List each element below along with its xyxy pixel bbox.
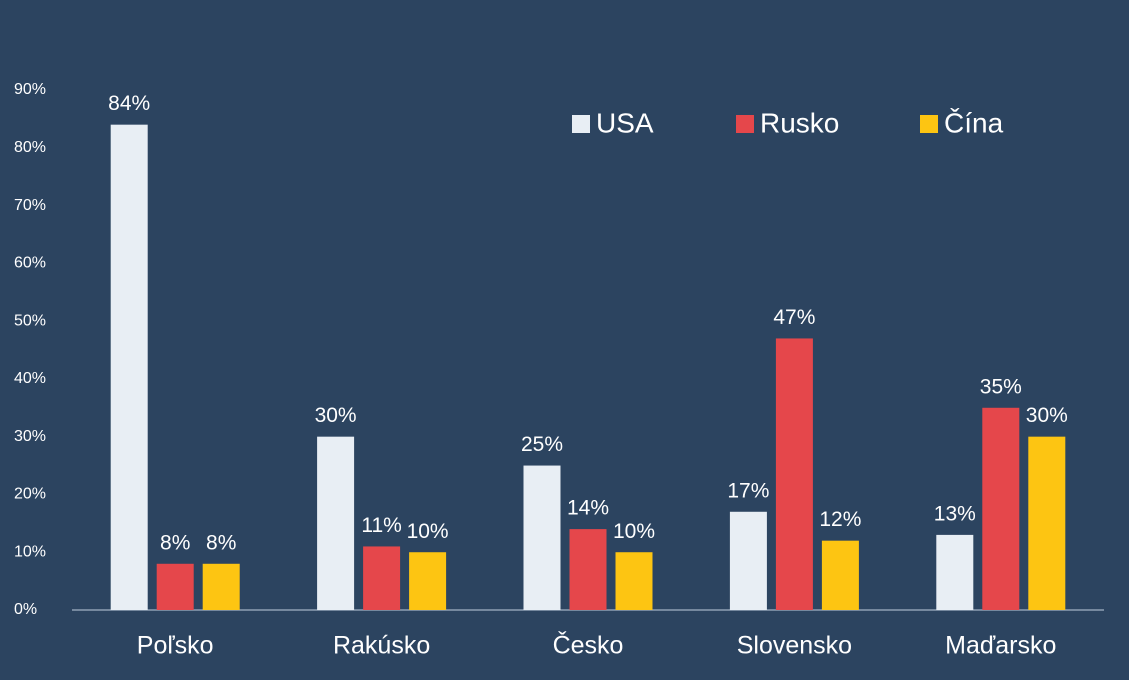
value-label: 12% [819,508,861,531]
y-tick-label: 90% [14,81,46,98]
bar [202,563,240,610]
y-tick-label: 20% [14,486,46,503]
bar [982,407,1020,610]
value-label: 47% [773,306,815,329]
bar [729,511,767,610]
value-label: 8% [160,531,190,554]
legend-label: USA [596,107,654,138]
bar [409,552,447,610]
y-tick-label: 40% [14,370,46,387]
bar [821,540,859,610]
bar [615,552,653,610]
legend-label: Čína [944,107,1004,138]
legend-swatch [920,115,938,133]
bar [363,546,401,610]
value-label: 17% [727,479,769,502]
x-tick-label: Česko [553,631,624,660]
value-label: 30% [1026,404,1068,427]
bar [936,534,974,610]
value-label: 10% [613,520,655,543]
legend-label: Rusko [760,107,839,138]
bar [523,465,561,610]
bar [775,338,813,610]
x-tick-label: Poľsko [137,632,214,660]
value-label: 10% [407,520,449,543]
bar [317,436,355,610]
value-label: 25% [521,433,563,456]
y-tick-label: 50% [14,312,46,329]
bar [110,124,148,611]
value-label: 30% [315,404,357,427]
y-tick-label: 80% [14,139,46,156]
legend-swatch [736,115,754,133]
y-tick-label: 70% [14,197,46,214]
value-label: 35% [980,375,1022,398]
y-tick-label: 0% [14,601,37,618]
value-label: 11% [361,514,401,537]
x-tick-label: Maďarsko [945,632,1056,660]
y-tick-label: 60% [14,255,46,272]
x-tick-label: Rakúsko [333,632,430,660]
x-tick-label: Slovensko [737,632,852,660]
value-label: 8% [206,531,236,554]
value-label: 14% [567,497,609,520]
y-tick-label: 30% [14,428,46,445]
y-tick-label: 10% [14,543,46,560]
bar [569,529,607,610]
legend-swatch [572,115,590,133]
value-label: 84% [108,92,150,115]
bar [156,563,194,610]
bar [1028,436,1066,610]
value-label: 13% [934,502,976,525]
